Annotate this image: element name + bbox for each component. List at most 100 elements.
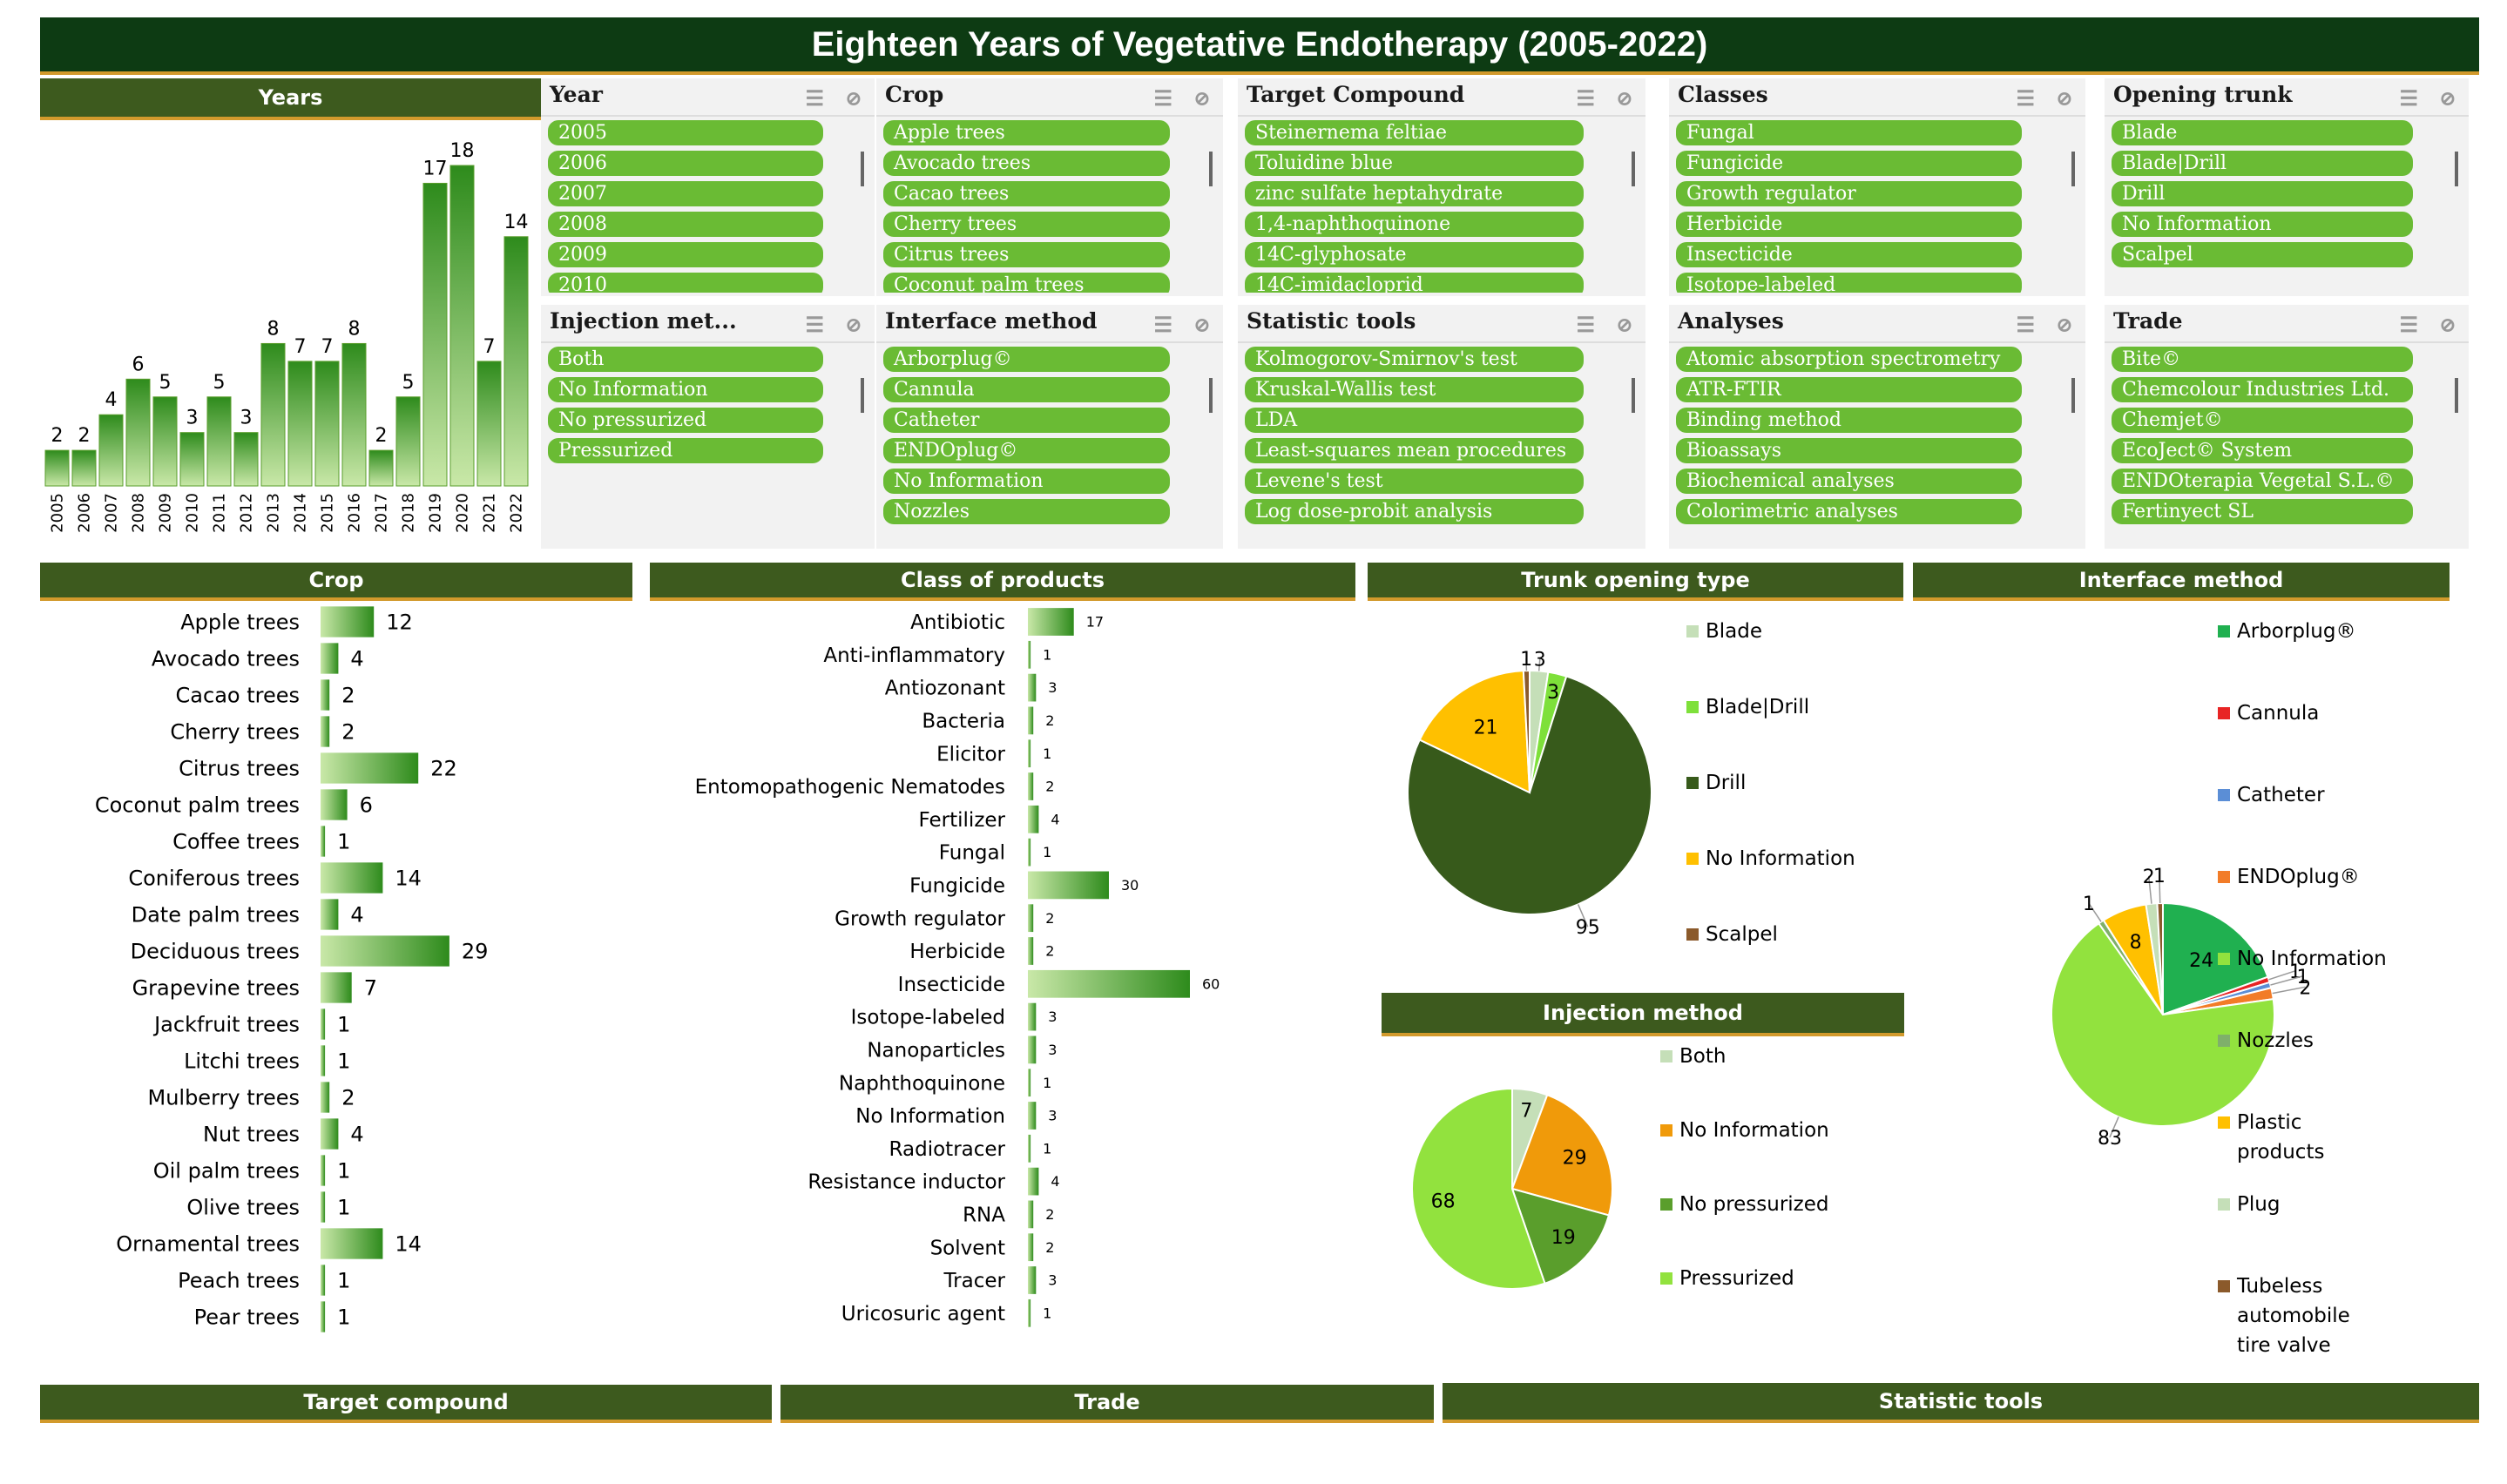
injection-legend-label: Pressurized xyxy=(1679,1267,1794,1290)
slicer-item[interactable]: LDA xyxy=(1245,408,1584,433)
clear-filter-icon[interactable]: ⊘ xyxy=(2438,312,2456,337)
slicer-item[interactable]: 14C-imidacloprid xyxy=(1245,273,1584,293)
slicer-item[interactable]: Steinernema feltiae xyxy=(1245,120,1584,145)
slicer-item[interactable]: 2010 xyxy=(548,273,823,293)
slicer-item[interactable]: zinc sulfate heptahydrate xyxy=(1245,181,1584,206)
slicer-item[interactable]: Cacao trees xyxy=(883,181,1170,206)
slicer-item[interactable]: Fungal xyxy=(1676,120,2023,145)
class-value-label: 2 xyxy=(1045,1206,1054,1223)
slicer-item[interactable]: Pressurized xyxy=(548,438,823,463)
multi-select-icon[interactable]: ☰ xyxy=(805,312,824,337)
crop-header: Crop xyxy=(40,563,632,601)
slicer-item[interactable]: Atomic absorption spectrometry xyxy=(1676,347,2023,372)
slicer-item[interactable]: Isotope-labeled xyxy=(1676,273,2023,293)
slicer-item[interactable]: Scalpel xyxy=(2112,242,2413,267)
slicer-8: Analyses ☰ ⊘ Atomic absorption spectrometry… xyxy=(1669,305,2085,549)
slicer-item[interactable]: Catheter xyxy=(883,408,1170,433)
multi-select-icon[interactable]: ☰ xyxy=(2016,85,2035,111)
slicer-item[interactable]: Arborplug© xyxy=(883,347,1170,372)
slicer-item[interactable]: Fertinyect SL xyxy=(2112,499,2413,524)
multi-select-icon[interactable]: ☰ xyxy=(805,85,824,111)
slicer-item[interactable]: Least-squares mean procedures xyxy=(1245,438,1584,463)
slicer-item[interactable]: Insecticide xyxy=(1676,242,2023,267)
slicer-item[interactable]: 1,4-naphthoquinone xyxy=(1245,212,1584,237)
slicer-item[interactable]: No Information xyxy=(883,469,1170,494)
multi-select-icon[interactable]: ☰ xyxy=(1153,312,1172,337)
slicer-item[interactable]: No Information xyxy=(548,377,823,402)
interface-leader-line xyxy=(2270,975,2303,986)
multi-select-icon[interactable]: ☰ xyxy=(2399,312,2418,337)
slicer-item[interactable]: Blade xyxy=(2112,120,2413,145)
slicer-item[interactable]: Chemcolour Industries Ltd. xyxy=(2112,377,2413,402)
slicer-item[interactable]: ENDOterapia Vegetal S.L.© xyxy=(2112,469,2413,494)
slicer-item[interactable]: Apple trees xyxy=(883,120,1170,145)
scrollbar[interactable] xyxy=(2455,152,2458,186)
class-category-label: Uricosuric agent xyxy=(841,1303,1005,1325)
clear-filter-icon[interactable]: ⊘ xyxy=(1193,85,1211,111)
slicer-item[interactable]: Cannula xyxy=(883,377,1170,402)
year-value-label: 2 xyxy=(375,425,388,447)
scrollbar[interactable] xyxy=(1632,378,1635,413)
slicer-item[interactable]: Biochemical analyses xyxy=(1676,469,2023,494)
clear-filter-icon[interactable]: ⊘ xyxy=(1615,85,1633,111)
slicer-title: Crop ☰ ⊘ xyxy=(876,78,1223,117)
slicer-item[interactable]: Chemjet© xyxy=(2112,408,2413,433)
slicer-item[interactable]: Growth regulator xyxy=(1676,181,2023,206)
clear-filter-icon[interactable]: ⊘ xyxy=(2438,85,2456,111)
clear-filter-icon[interactable]: ⊘ xyxy=(1193,312,1211,337)
slicer-item[interactable]: Nozzles xyxy=(883,499,1170,524)
scrollbar[interactable] xyxy=(2455,378,2458,413)
slicer-item[interactable]: No pressurized xyxy=(548,408,823,433)
slicer-item[interactable]: Fungicide xyxy=(1676,151,2023,176)
multi-select-icon[interactable]: ☰ xyxy=(1576,312,1595,337)
scrollbar[interactable] xyxy=(2071,152,2075,186)
slicer-item[interactable]: 14C-glyphosate xyxy=(1245,242,1584,267)
year-tick-label: 2017 xyxy=(373,493,391,533)
slicer-item[interactable]: Log dose-probit analysis xyxy=(1245,499,1584,524)
slicer-item[interactable]: Drill xyxy=(2112,181,2413,206)
slicer-item[interactable]: ENDOplug© xyxy=(883,438,1170,463)
slicer-item[interactable]: Cherry trees xyxy=(883,212,1170,237)
slicer-item[interactable]: No Information xyxy=(2112,212,2413,237)
slicer-item[interactable]: ATR-FTIR xyxy=(1676,377,2023,402)
slicer-item[interactable]: 2005 xyxy=(548,120,823,145)
slicer-item[interactable]: Bite© xyxy=(2112,347,2413,372)
crop-category-label: Citrus trees xyxy=(179,756,300,780)
slicer-item[interactable]: Kolmogorov-Smirnov's test xyxy=(1245,347,1584,372)
scrollbar[interactable] xyxy=(1632,152,1635,186)
clear-filter-icon[interactable]: ⊘ xyxy=(844,85,862,111)
clear-filter-icon[interactable]: ⊘ xyxy=(844,312,862,337)
multi-select-icon[interactable]: ☰ xyxy=(2016,312,2035,337)
multi-select-icon[interactable]: ☰ xyxy=(1153,85,1172,111)
clear-filter-icon[interactable]: ⊘ xyxy=(2055,312,2073,337)
slicer-item[interactable]: 2009 xyxy=(548,242,823,267)
slicer-item[interactable]: Coconut palm trees xyxy=(883,273,1170,293)
multi-select-icon[interactable]: ☰ xyxy=(2399,85,2418,111)
slicer-item[interactable]: Both xyxy=(548,347,823,372)
multi-select-icon[interactable]: ☰ xyxy=(1576,85,1595,111)
slicer-item[interactable]: Blade|Drill xyxy=(2112,151,2413,176)
slicer-item[interactable]: 2008 xyxy=(548,212,823,237)
clear-filter-icon[interactable]: ⊘ xyxy=(1615,312,1633,337)
slicer-item[interactable]: Colorimetric analyses xyxy=(1676,499,2023,524)
scrollbar[interactable] xyxy=(1209,378,1213,413)
slicer-item[interactable]: Binding method xyxy=(1676,408,2023,433)
slicer-item[interactable]: 2007 xyxy=(548,181,823,206)
slicer-item[interactable]: Herbicide xyxy=(1676,212,2023,237)
scrollbar[interactable] xyxy=(1209,152,1213,186)
slicer-item[interactable]: EcoJect© System xyxy=(2112,438,2413,463)
scrollbar[interactable] xyxy=(2071,378,2075,413)
slicer-item[interactable]: Avocado trees xyxy=(883,151,1170,176)
scrollbar[interactable] xyxy=(861,152,864,186)
slicer-item[interactable]: Levene's test xyxy=(1245,469,1584,494)
scrollbar[interactable] xyxy=(861,378,864,413)
class-value-label: 3 xyxy=(1048,1008,1057,1025)
slicer-item[interactable]: Toluidine blue xyxy=(1245,151,1584,176)
slicer-item[interactable]: Citrus trees xyxy=(883,242,1170,267)
injection-legend-swatch xyxy=(1660,1198,1672,1211)
clear-filter-icon[interactable]: ⊘ xyxy=(2055,85,2073,111)
slicer-item[interactable]: Kruskal-Wallis test xyxy=(1245,377,1584,402)
class-bar xyxy=(1028,1233,1034,1262)
slicer-item[interactable]: 2006 xyxy=(548,151,823,176)
slicer-item[interactable]: Bioassays xyxy=(1676,438,2023,463)
